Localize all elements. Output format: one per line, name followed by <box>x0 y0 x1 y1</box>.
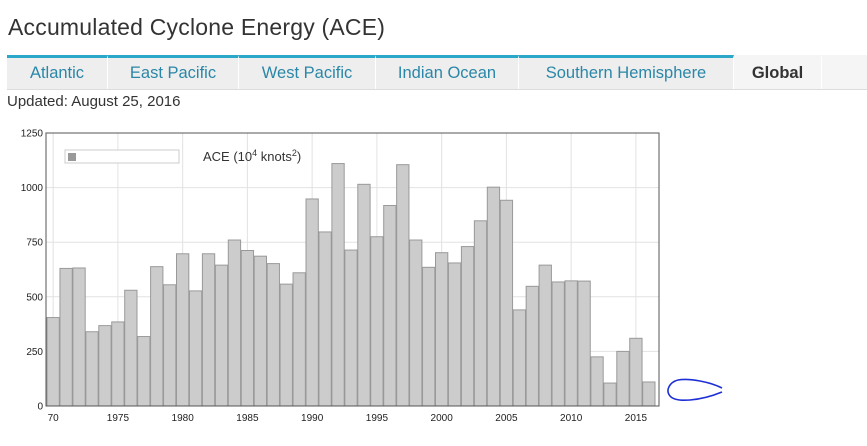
tab-bar-filler <box>822 55 867 89</box>
bar-2014 <box>616 350 630 407</box>
x-axis-ticks: 70 1975 1980 1985 1990 1995 2000 2005 2010 2015 <box>48 413 648 424</box>
bar-1975 <box>111 321 125 407</box>
bar-1986 <box>253 255 267 407</box>
updated-date: Updated: August 25, 2016 <box>7 93 181 110</box>
x-tick-label: 2000 <box>431 413 454 424</box>
bar-1996 <box>383 205 397 407</box>
bar-1972 <box>72 267 86 407</box>
bar-1992 <box>331 163 345 407</box>
bar-1982 <box>201 253 216 407</box>
x-tick-label: 1995 <box>366 413 389 424</box>
bar-2015 <box>629 337 643 407</box>
x-tick-label: 1985 <box>236 413 259 424</box>
bar-1990 <box>305 198 319 407</box>
tab-east-pacific[interactable]: East Pacific <box>108 55 239 89</box>
bar-2002 <box>460 246 475 407</box>
x-tick-label: 70 <box>48 413 60 424</box>
bar-1980 <box>176 253 190 407</box>
annotation-arrow <box>667 378 723 401</box>
y-tick-label: 500 <box>26 292 43 303</box>
x-tick-label: 2005 <box>495 413 518 424</box>
x-tick-label: 2015 <box>625 413 648 424</box>
bar-1971 <box>59 267 73 407</box>
x-tick-label: 1975 <box>107 413 130 424</box>
bar-1994 <box>357 183 371 407</box>
bar-1985 <box>240 250 255 407</box>
bar-1976 <box>124 289 138 407</box>
tab-atlantic[interactable]: Atlantic <box>7 55 108 89</box>
bar-2012 <box>590 356 604 407</box>
bar-2000 <box>435 252 449 407</box>
y-axis-ticks: 0 250 500 750 1000 1250 <box>21 129 44 413</box>
bar-1983 <box>214 264 229 407</box>
bar-2016 <box>642 381 656 407</box>
x-tick-label: 2010 <box>560 413 583 424</box>
chart-legend: ACE (104 knots2) <box>64 148 301 164</box>
bar-1989 <box>292 272 306 407</box>
bar-2003 <box>473 220 488 407</box>
bar-1977 <box>137 336 151 407</box>
bar-2013 <box>603 382 617 407</box>
bar-2011 <box>577 280 591 407</box>
x-tick-label: 1990 <box>301 413 324 424</box>
bar-1995 <box>370 236 384 407</box>
bar-1978 <box>150 266 164 407</box>
region-tabs: Atlantic East Pacific West Pacific India… <box>7 55 867 90</box>
tab-indian-ocean[interactable]: Indian Ocean <box>376 55 519 89</box>
bar-1981 <box>188 290 203 407</box>
bar-2006 <box>512 309 527 407</box>
bar-1993 <box>344 249 358 407</box>
bar-2009 <box>551 281 565 407</box>
legend-label: ACE (104 knots2) <box>203 148 301 164</box>
bar-1987 <box>266 263 280 407</box>
y-tick-label: 0 <box>37 402 43 413</box>
legend-box <box>64 149 180 164</box>
bar-1997 <box>396 164 410 407</box>
chart-bars <box>46 163 656 407</box>
bar-1984 <box>227 239 242 407</box>
bar-2008 <box>538 264 552 407</box>
bar-2004 <box>486 186 501 407</box>
y-tick-label: 250 <box>26 347 43 358</box>
ace-bar-chart: 0 250 500 750 1000 1250 70 1975 1980 1985 1990 199… <box>21 129 723 424</box>
bar-1991 <box>318 231 332 407</box>
bar-1988 <box>279 283 293 407</box>
plot-frame <box>45 132 660 407</box>
y-tick-label: 1000 <box>21 183 44 194</box>
bar-2001 <box>447 262 462 407</box>
bar-2005 <box>499 199 514 407</box>
tab-global[interactable]: Global <box>734 55 822 89</box>
y-tick-label: 1250 <box>21 129 44 140</box>
page-title: Accumulated Cyclone Energy (ACE) <box>8 14 386 40</box>
bar-1970 <box>46 317 60 407</box>
bar-2007 <box>525 285 539 407</box>
bar-2010 <box>564 280 578 407</box>
bar-1973 <box>85 331 99 407</box>
bar-1998 <box>409 239 423 407</box>
tab-west-pacific[interactable]: West Pacific <box>239 55 376 89</box>
legend-swatch <box>68 153 76 161</box>
y-tick-label: 750 <box>26 238 43 249</box>
tab-southern-hemisphere[interactable]: Southern Hemisphere <box>519 55 734 89</box>
x-tick-label: 1980 <box>172 413 195 424</box>
bar-1974 <box>98 325 112 407</box>
bar-1999 <box>422 266 436 407</box>
bar-1979 <box>163 284 177 407</box>
